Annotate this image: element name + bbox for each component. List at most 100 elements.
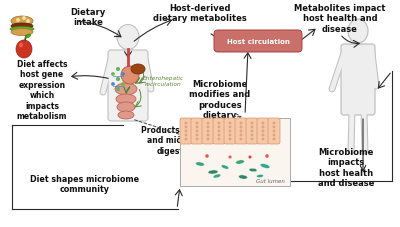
Circle shape (117, 79, 119, 81)
Circle shape (273, 123, 275, 124)
Ellipse shape (121, 67, 139, 85)
Circle shape (262, 123, 264, 124)
Circle shape (248, 155, 252, 159)
Circle shape (207, 135, 209, 136)
Ellipse shape (16, 41, 32, 59)
Circle shape (229, 127, 231, 128)
Ellipse shape (131, 65, 145, 75)
Circle shape (218, 127, 220, 128)
Ellipse shape (25, 35, 31, 39)
Circle shape (218, 123, 220, 124)
FancyBboxPatch shape (180, 118, 290, 186)
FancyBboxPatch shape (108, 51, 148, 121)
Circle shape (117, 69, 119, 71)
Text: Enterohepatic
recirculation: Enterohepatic recirculation (142, 76, 184, 86)
Ellipse shape (256, 175, 264, 178)
Text: Diet affects
host gene
expression
which
impacts
metabolism: Diet affects host gene expression which … (17, 60, 67, 121)
Circle shape (205, 154, 209, 158)
Circle shape (207, 139, 209, 140)
Circle shape (196, 123, 198, 124)
FancyBboxPatch shape (268, 118, 280, 144)
Ellipse shape (10, 27, 34, 32)
Circle shape (262, 131, 264, 132)
Circle shape (112, 74, 114, 76)
Ellipse shape (236, 160, 244, 164)
Circle shape (229, 139, 231, 140)
Circle shape (273, 139, 275, 140)
Ellipse shape (117, 103, 135, 113)
Circle shape (207, 131, 209, 132)
Circle shape (196, 139, 198, 140)
Circle shape (262, 127, 264, 128)
FancyBboxPatch shape (214, 31, 302, 53)
Circle shape (240, 127, 242, 128)
Text: Dietary
intake: Dietary intake (70, 8, 106, 27)
Circle shape (185, 123, 187, 124)
Ellipse shape (196, 162, 204, 166)
Ellipse shape (118, 111, 134, 119)
Circle shape (185, 139, 187, 140)
Circle shape (251, 139, 253, 140)
Text: Products of host
and microbial
digestion: Products of host and microbial digestion (141, 126, 213, 155)
Circle shape (218, 139, 220, 140)
Ellipse shape (115, 84, 137, 96)
Circle shape (196, 131, 198, 132)
FancyBboxPatch shape (213, 118, 225, 144)
FancyBboxPatch shape (235, 118, 247, 144)
Circle shape (196, 135, 198, 136)
Ellipse shape (208, 170, 218, 174)
Circle shape (117, 88, 119, 91)
FancyBboxPatch shape (191, 118, 203, 144)
Circle shape (207, 123, 209, 124)
Circle shape (185, 127, 187, 128)
Circle shape (273, 131, 275, 132)
Circle shape (240, 139, 242, 140)
Text: Host circulation: Host circulation (226, 39, 290, 45)
Circle shape (112, 84, 114, 86)
Circle shape (251, 123, 253, 124)
Ellipse shape (213, 174, 221, 178)
Circle shape (117, 88, 119, 91)
FancyBboxPatch shape (224, 118, 236, 144)
Circle shape (117, 69, 119, 71)
Circle shape (251, 135, 253, 136)
Circle shape (27, 21, 29, 23)
Circle shape (122, 84, 124, 86)
Circle shape (273, 127, 275, 128)
FancyBboxPatch shape (341, 45, 375, 116)
Circle shape (207, 127, 209, 128)
Circle shape (185, 135, 187, 136)
Ellipse shape (11, 29, 33, 36)
Circle shape (262, 139, 264, 140)
Circle shape (251, 127, 253, 128)
Circle shape (218, 135, 220, 136)
Circle shape (117, 79, 119, 81)
Circle shape (262, 135, 264, 136)
Ellipse shape (348, 20, 368, 44)
Text: Gut lumen: Gut lumen (256, 178, 285, 183)
Circle shape (229, 123, 231, 124)
Ellipse shape (260, 164, 270, 169)
Text: Metabolites impact
host health and
disease: Metabolites impact host health and disea… (294, 4, 386, 34)
Ellipse shape (11, 24, 33, 30)
Circle shape (273, 135, 275, 136)
Circle shape (240, 135, 242, 136)
Ellipse shape (249, 168, 257, 172)
Circle shape (240, 131, 242, 132)
Circle shape (251, 131, 253, 132)
FancyBboxPatch shape (202, 118, 214, 144)
Ellipse shape (117, 25, 139, 50)
Circle shape (185, 131, 187, 132)
FancyBboxPatch shape (180, 118, 192, 144)
Text: Host-derived
dietary metabolites: Host-derived dietary metabolites (153, 4, 247, 23)
Text: Diet shapes microbiome
community: Diet shapes microbiome community (30, 174, 140, 194)
Circle shape (122, 74, 124, 76)
Text: Microbiome
impacts
host health
and disease: Microbiome impacts host health and disea… (318, 147, 374, 187)
Text: Microbiome
modifies and
produces
dietary
metabolites: Microbiome modifies and produces dietary… (189, 80, 251, 130)
Circle shape (265, 154, 269, 158)
Circle shape (228, 155, 232, 159)
Ellipse shape (221, 165, 229, 169)
Circle shape (23, 18, 25, 20)
Circle shape (17, 20, 19, 22)
Circle shape (229, 131, 231, 132)
